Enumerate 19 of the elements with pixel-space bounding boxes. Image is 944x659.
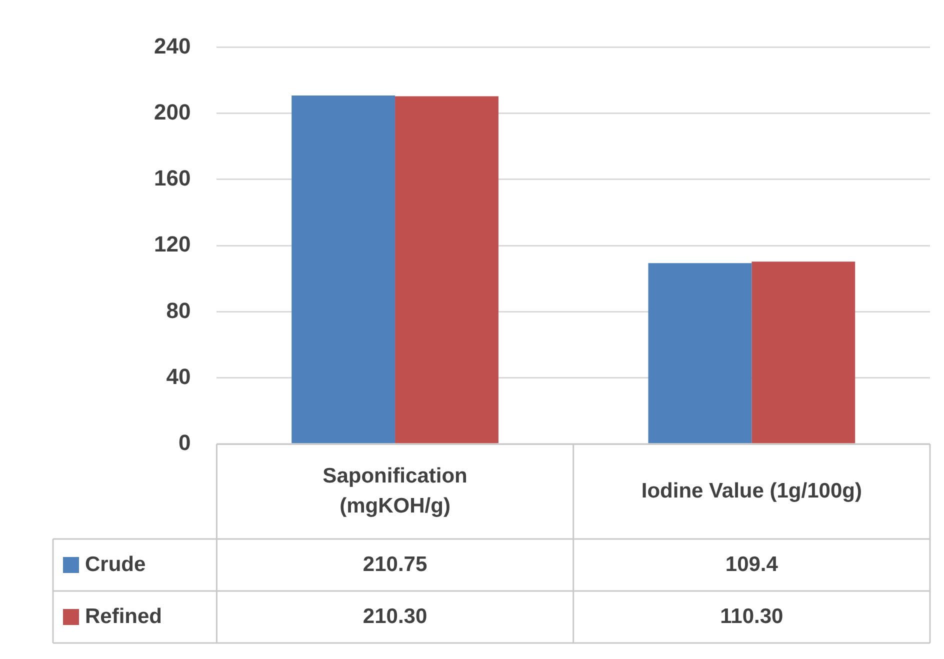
bar	[292, 96, 396, 444]
y-tick-label: 200	[154, 99, 191, 124]
y-tick-label: 80	[166, 298, 191, 323]
data-label: 110.30	[720, 604, 784, 628]
data-label: 210.30	[362, 604, 428, 628]
data-label: 109.4	[725, 552, 778, 576]
bar	[395, 96, 498, 444]
y-tick-label: 0	[178, 430, 191, 456]
x-tick-label: Iodine Value (1g/100g)	[641, 479, 862, 502]
y-tick-label: 40	[166, 364, 191, 389]
bar	[648, 263, 752, 444]
legend-label: Refined	[85, 604, 162, 628]
y-tick-label: 120	[154, 232, 191, 257]
data-label: 210.75	[362, 552, 428, 576]
bar	[752, 262, 856, 444]
x-tick-label: Saponification (mgKOH/g)	[322, 464, 468, 518]
y-tick-label: 240	[154, 33, 191, 58]
legend-label: Crude	[85, 552, 146, 576]
y-tick-label: 160	[154, 166, 191, 191]
